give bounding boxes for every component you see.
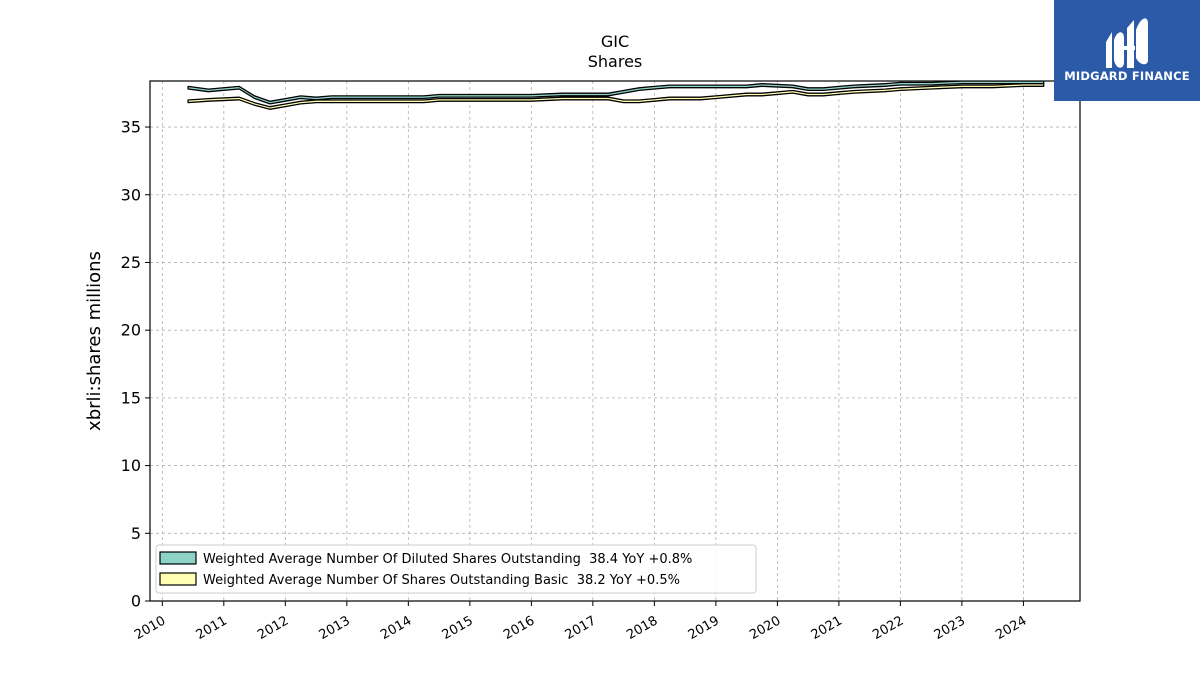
legend-swatch-diluted (159, 551, 197, 565)
logo-mark-icon (1106, 18, 1148, 68)
x-tick-label: 2022 (870, 613, 906, 643)
chart-title: GIC (601, 32, 629, 51)
y-axis-label: xbrli:shares millions (84, 251, 105, 431)
y-tick-label: 20 (121, 321, 141, 340)
x-tick-label: 2024 (993, 613, 1029, 643)
x-tick-label: 2017 (563, 613, 599, 643)
x-tick-label: 2021 (809, 613, 845, 643)
legend-box (155, 544, 757, 594)
series-areas (187, 81, 1045, 110)
x-tick-label: 2014 (378, 613, 414, 643)
x-axis: 2010 2011 2012 2013 2014 2015 2016 2017 2018 2019… (132, 601, 1029, 643)
y-tick-label: 0 (131, 592, 141, 611)
x-tick-label: 2011 (194, 613, 230, 643)
grid-lines (150, 81, 1080, 601)
midgard-finance-logo: MIDGARD FINANCE (1054, 0, 1200, 101)
x-tick-label: 2012 (255, 613, 291, 643)
legend-label-basic: Weighted Average Number Of Shares Outsta… (203, 573, 680, 588)
logo-text: MIDGARD FINANCE (1064, 69, 1190, 83)
x-tick-label: 2019 (686, 613, 722, 643)
x-tick-label: 2020 (747, 613, 783, 643)
x-tick-label: 2018 (624, 613, 660, 643)
y-tick-label: 5 (131, 524, 141, 543)
y-tick-label: 35 (121, 118, 141, 137)
x-tick-label: 2023 (932, 613, 968, 643)
legend: Weighted Average Number Of Diluted Share… (155, 544, 757, 594)
x-tick-label: 2013 (317, 613, 353, 643)
legend-swatch-basic (159, 572, 197, 586)
chart-subtitle: Shares (588, 52, 643, 71)
x-tick-label: 2015 (440, 613, 476, 643)
y-tick-label: 15 (121, 388, 141, 407)
y-axis: 0 5 10 15 20 25 30 35 (121, 118, 150, 611)
series-area-basic (187, 83, 1045, 110)
y-tick-label: 10 (121, 456, 141, 475)
y-tick-label: 25 (121, 253, 141, 272)
y-tick-label: 30 (121, 185, 141, 204)
legend-label-diluted: Weighted Average Number Of Diluted Share… (203, 552, 692, 567)
x-tick-label: 2010 (132, 613, 168, 643)
plot-frame (149, 80, 1081, 602)
x-tick-label: 2016 (501, 613, 537, 643)
